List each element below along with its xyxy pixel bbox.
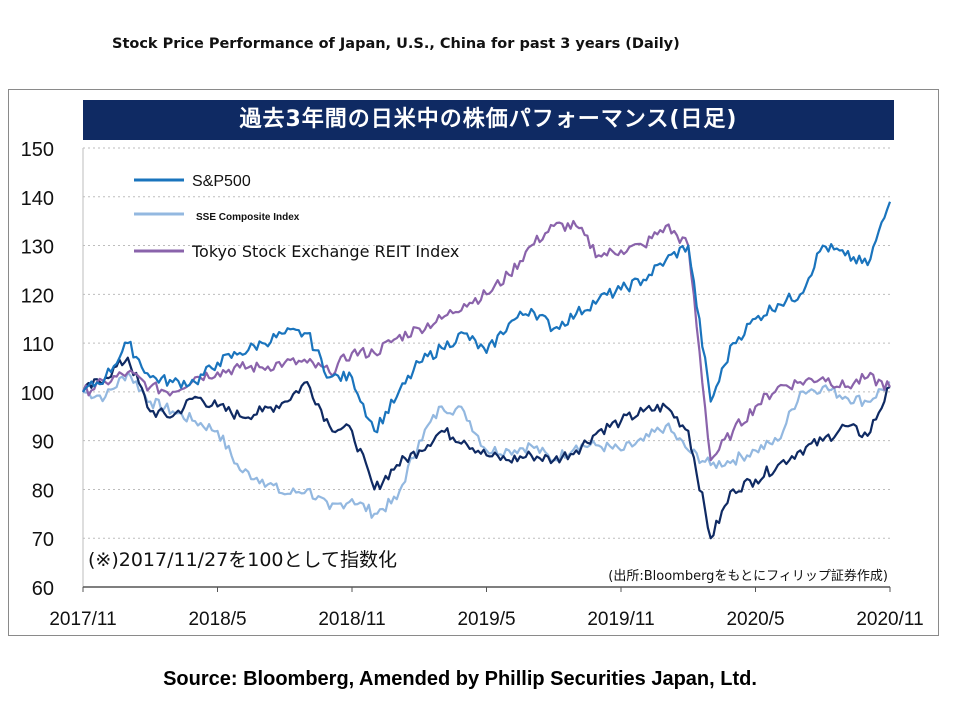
series-line-2 — [81, 219, 891, 462]
y-tick-label: 70 — [32, 529, 54, 551]
y-tick-label: 140 — [21, 188, 54, 210]
x-axis-ticks: 2017/11 2018/5 2018/11 2019/5 2019/11 2020/5 2… — [49, 587, 924, 630]
legend: S&P500 SSE Composite Index Tokyo Stock Exc… — [134, 173, 459, 261]
series-lines — [81, 201, 892, 540]
x-tick-label: 2017/11 — [49, 609, 116, 630]
page-title: Stock Price Performance of Japan, U.S., … — [112, 36, 680, 52]
y-tick-label: 60 — [32, 578, 54, 600]
x-tick-label: 2019/11 — [587, 609, 654, 630]
legend-label: S&P500 — [192, 173, 251, 190]
y-tick-label: 110 — [22, 334, 54, 356]
index-note: (※)2017/11/27を100として指数化 — [88, 549, 397, 571]
series-line-1 — [82, 371, 891, 519]
y-tick-label: 130 — [21, 237, 54, 259]
legend-label: SSE Composite Index — [196, 212, 300, 223]
x-tick-label: 2019/5 — [457, 609, 515, 630]
y-tick-label: 90 — [32, 432, 54, 454]
source-note-jp: (出所:Bloombergをもとにフィリップ証券作成) — [608, 568, 888, 584]
series-line-0 — [82, 201, 892, 434]
y-tick-label: 100 — [21, 383, 54, 405]
y-tick-label: 80 — [32, 480, 54, 502]
y-tick-label: 150 — [21, 139, 54, 161]
chart-frame — [8, 89, 939, 636]
x-tick-label: 2018/11 — [318, 609, 385, 630]
x-tick-label: 2020/11 — [856, 609, 923, 630]
x-tick-label: 2018/5 — [188, 609, 246, 630]
y-tick-label: 120 — [21, 285, 54, 307]
x-tick-label: 2020/5 — [726, 609, 784, 630]
legend-label: Tokyo Stock Exchange REIT Index — [191, 242, 459, 261]
y-axis-ticks: 60 70 80 90 100 110 120 130 140 150 — [21, 139, 54, 600]
series-line-3 — [81, 356, 891, 540]
source-note: Source: Bloomberg, Amended by Phillip Se… — [163, 668, 757, 690]
chart-banner-title: 過去3年間の日米中の株価パフォーマンス(日足) — [83, 100, 894, 140]
